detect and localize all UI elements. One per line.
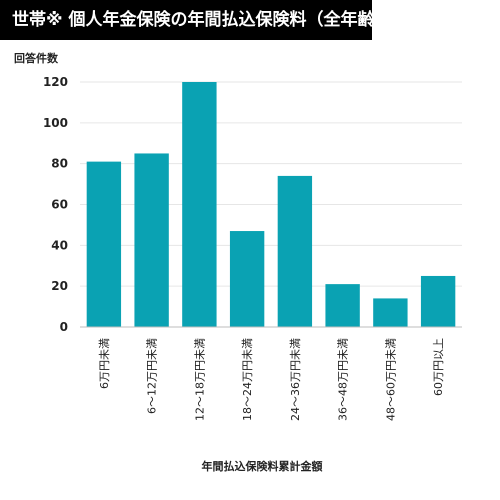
bar	[277, 175, 313, 327]
y-tick-label: 40	[51, 238, 68, 252]
y-tick-label: 120	[43, 75, 68, 89]
bar	[325, 284, 360, 327]
x-tick-label: 18～24万円未満	[241, 338, 254, 421]
x-tick-label: 6万円未満	[98, 338, 111, 389]
x-tick-label: 12～18万円未満	[193, 338, 206, 421]
y-tick-label: 100	[43, 116, 68, 130]
x-tick-label: 36～48万円未満	[337, 338, 350, 421]
x-tick-label: 24～36万円未満	[289, 338, 302, 421]
gridlines	[80, 81, 462, 287]
x-tick-label: 48～60万円未満	[384, 338, 397, 421]
y-axis-ticks: 0 20 40 60 80 100 120	[43, 75, 68, 334]
y-tick-label: 80	[51, 157, 68, 171]
bar	[182, 82, 217, 327]
y-tick-label: 60	[51, 198, 68, 212]
x-tick-label: 6～12万円未満	[146, 338, 159, 414]
y-tick-label: 20	[51, 279, 68, 293]
y-axis-label: 回答件数	[14, 51, 59, 65]
bars	[86, 82, 456, 327]
y-tick-label: 0	[60, 320, 68, 334]
x-axis-ticks: 6万円未満 6～12万円未満 12～18万円未満 18～24万円未満 24～36万円未満…	[98, 338, 445, 421]
bar	[86, 161, 122, 327]
bar	[134, 153, 169, 327]
bar	[373, 298, 408, 327]
x-axis-label: 年間払込保険料累計金額	[202, 459, 323, 473]
x-tick-label: 60万円以上	[432, 338, 445, 396]
bar	[229, 231, 265, 327]
chart-title: 世帯※ 個人年金保険の年間払込保険料（全年齢）	[0, 0, 391, 40]
bar	[420, 275, 456, 327]
